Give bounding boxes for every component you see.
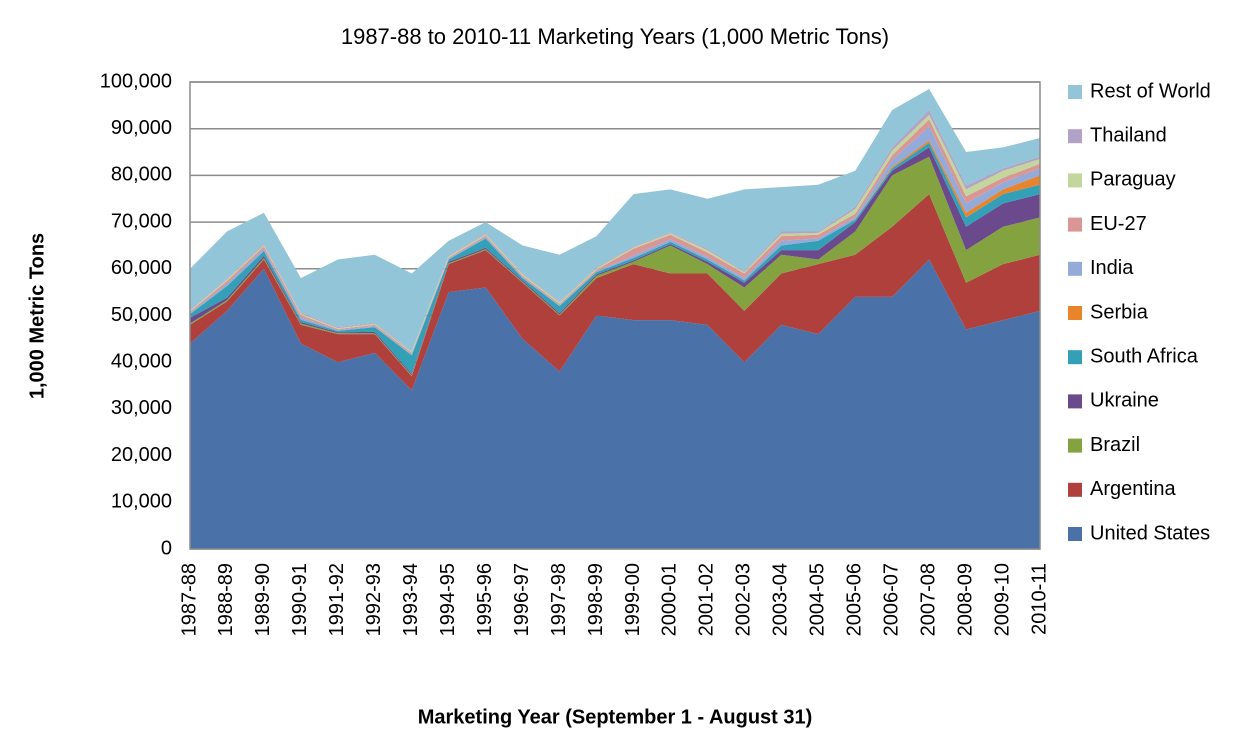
x-tick-label: 2008-09 — [954, 563, 976, 636]
y-tick-label: 50,000 — [111, 304, 172, 326]
x-tick-label: 2004-05 — [807, 563, 829, 636]
x-tick-label: 1993-94 — [400, 563, 422, 636]
legend-label: Thailand — [1090, 124, 1167, 146]
x-tick-label: 2006-07 — [880, 563, 902, 636]
legend-label: Serbia — [1090, 301, 1149, 323]
x-tick-label: 1995-96 — [474, 563, 496, 636]
x-tick-label: 1992-93 — [363, 563, 385, 636]
x-tick-label: 1987-88 — [178, 563, 200, 636]
legend-label: Paraguay — [1090, 169, 1176, 191]
area — [190, 194, 1040, 391]
legend-label: Brazil — [1090, 434, 1140, 456]
area — [190, 259, 1040, 549]
x-tick-label: 2007-08 — [917, 563, 939, 636]
x-tick-label: 2003-04 — [770, 563, 792, 636]
x-tick-label: 2002-03 — [733, 563, 755, 636]
legend-label: Argentina — [1090, 478, 1176, 500]
x-tick-label: 1999-00 — [622, 563, 644, 636]
x-tick-label: 2001-02 — [696, 563, 718, 636]
legend-label: South Africa — [1090, 345, 1199, 367]
y-tick-label: 10,000 — [111, 491, 172, 513]
y-tick-label: 70,000 — [111, 210, 172, 232]
x-tick-label: 1991-92 — [326, 563, 348, 636]
legend-swatch — [1068, 173, 1082, 188]
x-axis-label: Marketing Year (September 1 - August 31) — [418, 706, 813, 728]
area — [190, 89, 1040, 351]
legend-swatch — [1068, 394, 1082, 409]
legend-swatch — [1068, 438, 1082, 453]
x-tick-label: 1990-91 — [289, 563, 311, 636]
legend-label: EU-27 — [1090, 213, 1147, 235]
x-tick-label: 1989-90 — [252, 563, 274, 636]
x-tick-label: 2000-01 — [659, 563, 681, 636]
legend-label: Rest of World — [1090, 80, 1211, 102]
legend-swatch — [1068, 85, 1082, 99]
x-tick-label: 2010-11 — [1028, 563, 1050, 635]
x-tick-label: 1994-95 — [437, 563, 459, 636]
y-tick-label: 40,000 — [111, 350, 172, 372]
legend-label: India — [1090, 257, 1134, 279]
x-tick-label: 1996-97 — [511, 563, 533, 636]
y-axis-label: 1,000 Metric Tons — [26, 233, 48, 399]
legend-swatch — [1068, 261, 1082, 276]
legend-swatch — [1068, 527, 1082, 541]
legend-swatch — [1068, 129, 1082, 144]
y-tick-label: 90,000 — [111, 117, 172, 139]
y-tick-label: 20,000 — [111, 444, 172, 466]
legend-swatch — [1068, 482, 1082, 497]
y-tick-label: 60,000 — [111, 257, 172, 279]
legend-label: Ukraine — [1090, 390, 1159, 412]
legend-swatch — [1068, 306, 1082, 320]
x-tick-label: 1997-98 — [548, 563, 570, 636]
y-tick-label: 0 — [161, 537, 172, 559]
legend-label: United States — [1090, 522, 1210, 544]
plot-border — [189, 81, 1041, 550]
chart-title: 1987-88 to 2010-11 Marketing Years (1,00… — [341, 24, 889, 49]
y-tick-label: 30,000 — [111, 397, 172, 419]
y-tick-label: 80,000 — [111, 164, 172, 186]
x-tick-label: 2009-10 — [991, 563, 1013, 636]
x-tick-label: 1998-99 — [585, 563, 607, 636]
legend-swatch — [1068, 217, 1082, 232]
x-tick-label: 2005-06 — [843, 563, 865, 636]
legend-swatch — [1068, 350, 1082, 365]
y-tick-label: 100,000 — [100, 70, 172, 92]
x-tick-label: 1988-89 — [215, 563, 237, 636]
